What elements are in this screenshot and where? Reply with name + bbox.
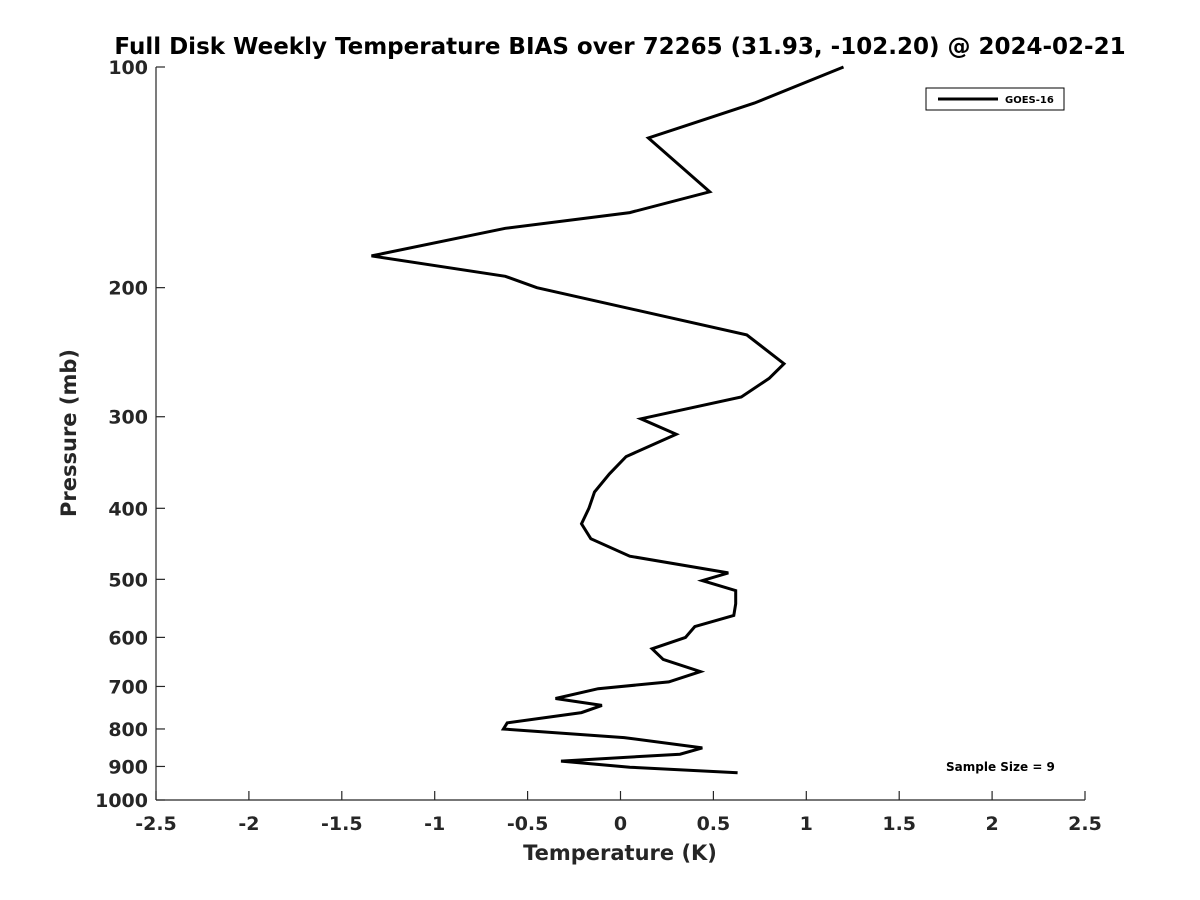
y-tick-label: 200 bbox=[108, 278, 148, 300]
y-tick-label: 100 bbox=[108, 57, 148, 79]
x-tick-label: 0 bbox=[614, 813, 627, 835]
y-tick-label: 900 bbox=[108, 756, 148, 778]
x-tick-label: -0.5 bbox=[507, 813, 549, 835]
y-tick-label: 300 bbox=[108, 407, 148, 429]
x-axis-ticks: -2.5 -2 -1.5 -1 -0.5 0 0.5 1 1.5 2 2.5 bbox=[135, 791, 1102, 835]
legend: GOES-16 bbox=[925, 87, 1065, 111]
y-tick-label: 700 bbox=[108, 676, 148, 698]
x-tick-label: -2 bbox=[238, 813, 259, 835]
y-tick-label: 800 bbox=[108, 719, 148, 741]
series-line-goes-16 bbox=[371, 65, 845, 775]
y-tick-label: 600 bbox=[108, 627, 148, 649]
x-tick-label: 2 bbox=[985, 813, 998, 835]
x-tick-label: 1.5 bbox=[882, 813, 916, 835]
y-axis-ticks: 100 200 300 400 500 600 700 800 900 1000 bbox=[95, 57, 165, 812]
sample-size-annotation: Sample Size = 9 bbox=[946, 760, 1055, 774]
y-tick-label: 500 bbox=[108, 569, 148, 591]
chart-title: Full Disk Weekly Temperature BIAS over 7… bbox=[114, 34, 1125, 60]
x-tick-label: 0.5 bbox=[697, 813, 731, 835]
x-tick-label: -1 bbox=[424, 813, 445, 835]
x-tick-label: 1 bbox=[800, 813, 813, 835]
y-axis-label: Pressure (mb) bbox=[57, 349, 81, 517]
legend-label-goes-16: GOES-16 bbox=[1005, 95, 1054, 106]
y-tick-label: 400 bbox=[108, 498, 148, 520]
y-tick-label: 1000 bbox=[95, 790, 148, 812]
x-tick-label: 2.5 bbox=[1068, 813, 1102, 835]
plot-area bbox=[156, 67, 1085, 800]
x-tick-label: -1.5 bbox=[321, 813, 363, 835]
x-tick-label: -2.5 bbox=[135, 813, 177, 835]
x-axis-label: Temperature (K) bbox=[523, 841, 717, 865]
